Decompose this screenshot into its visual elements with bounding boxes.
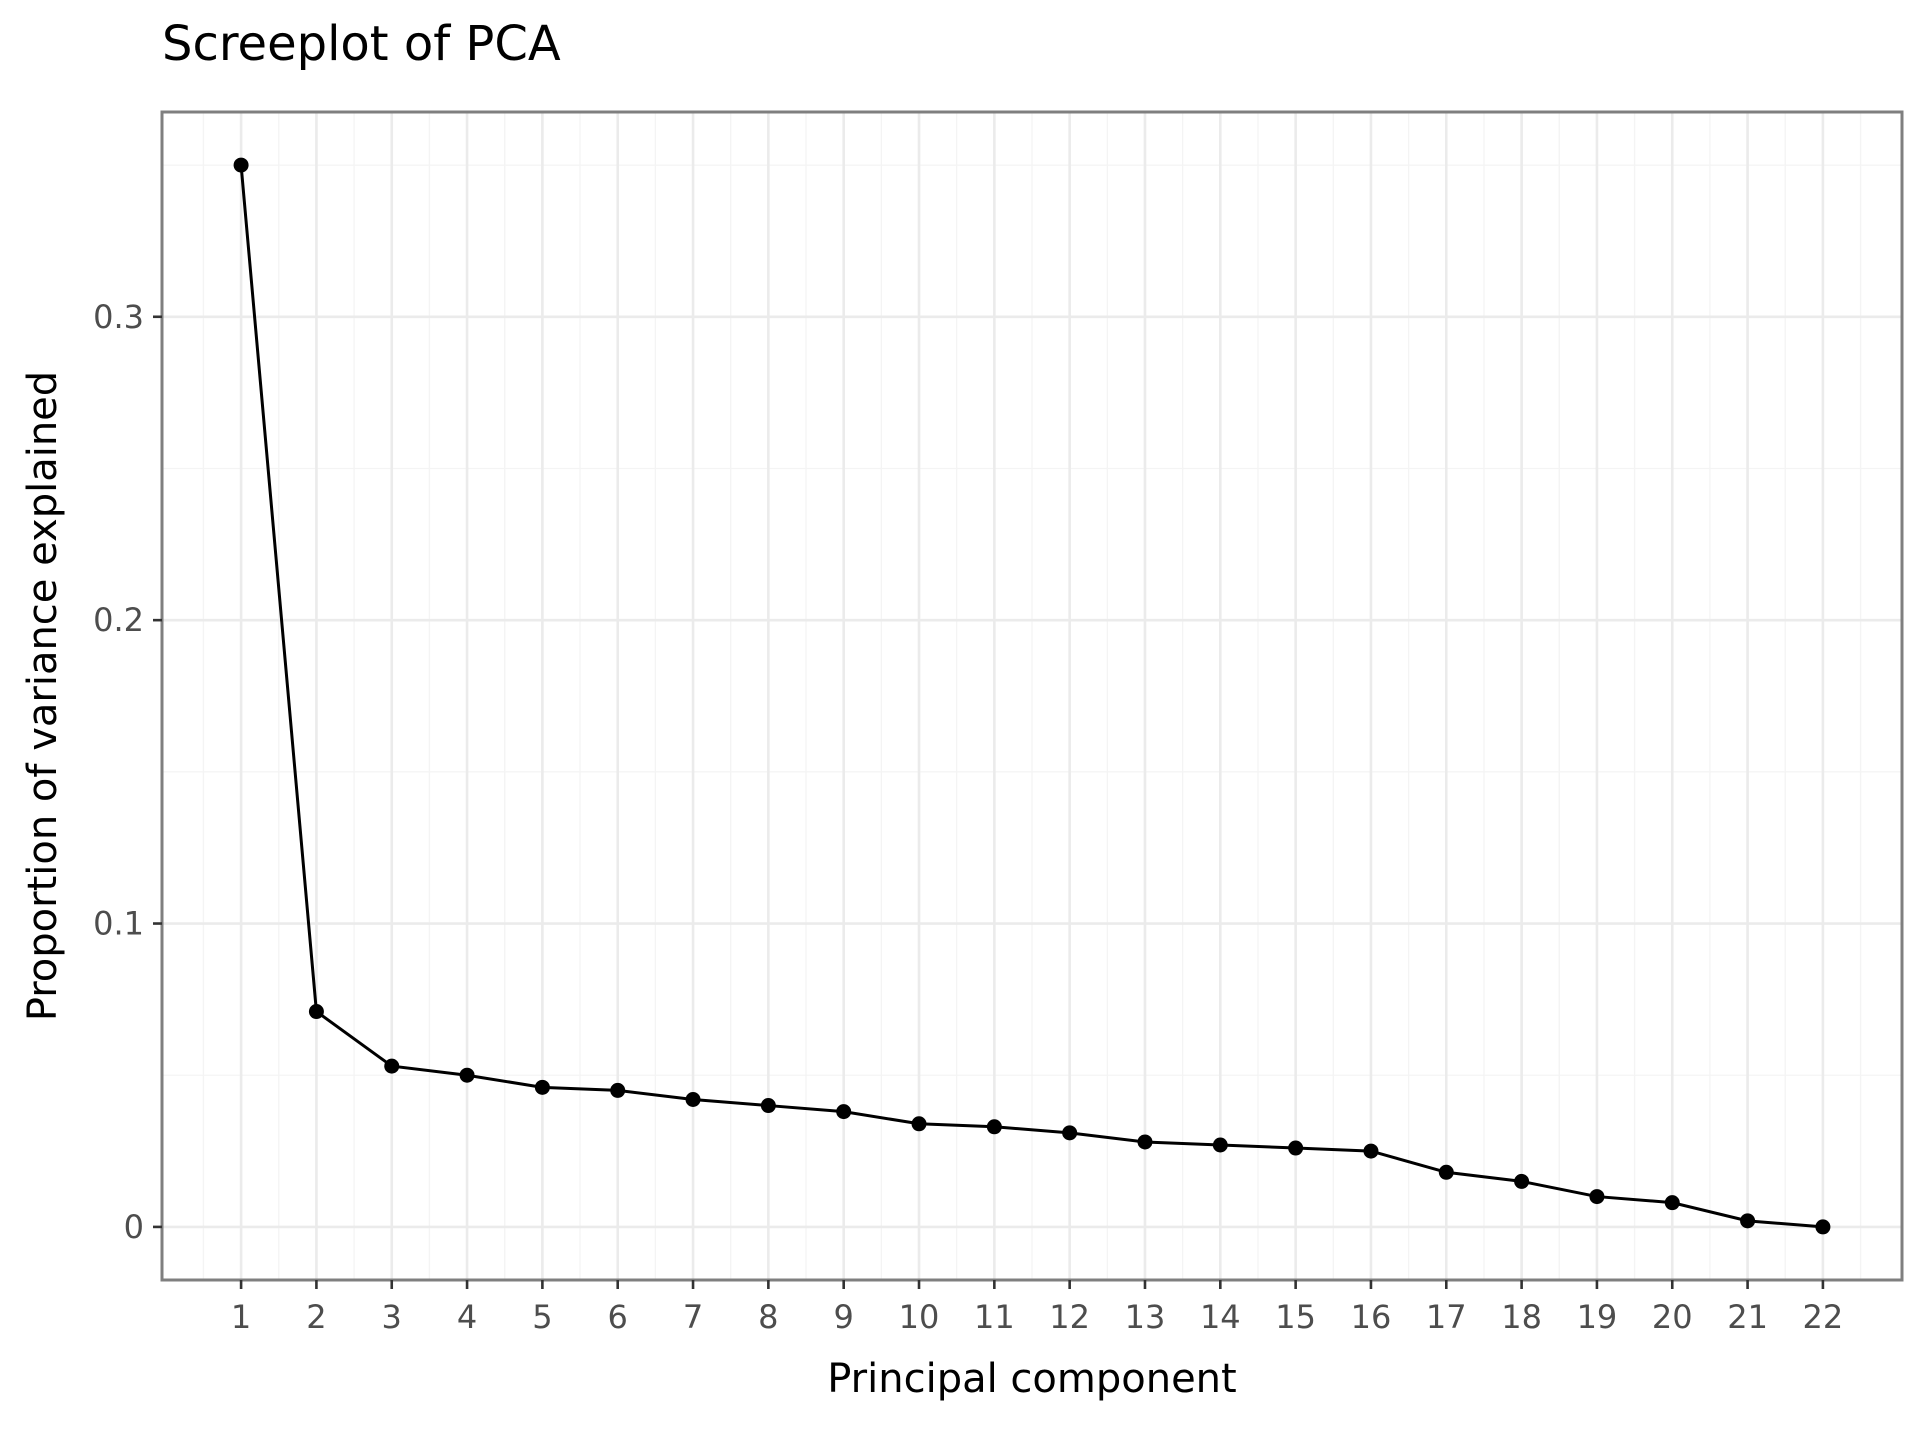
x-tick-label: 12	[1049, 1298, 1090, 1336]
data-point	[1664, 1195, 1680, 1211]
x-tick-label: 8	[758, 1298, 778, 1336]
x-tick-label: 22	[1803, 1298, 1844, 1336]
data-point	[1137, 1134, 1153, 1150]
data-point	[986, 1119, 1002, 1135]
x-tick-label: 2	[306, 1298, 326, 1336]
panel-border	[160, 110, 1904, 1282]
data-point	[233, 157, 249, 173]
data-point	[1514, 1173, 1530, 1189]
x-tick-label: 16	[1351, 1298, 1392, 1336]
x-tick-label: 6	[608, 1298, 628, 1336]
data-point	[1363, 1143, 1379, 1159]
data-point	[1740, 1213, 1756, 1229]
y-axis-ticks: 0 0.1 0.2 0.3	[93, 298, 162, 1246]
data-point	[911, 1116, 927, 1132]
x-tick-label: 10	[899, 1298, 940, 1336]
data-point	[1288, 1140, 1304, 1156]
x-tick-label: 7	[683, 1298, 703, 1336]
x-tick-label: 11	[974, 1298, 1015, 1336]
x-tick-label: 5	[532, 1298, 552, 1336]
data-point	[1438, 1164, 1454, 1180]
data-point	[459, 1067, 475, 1083]
series-variance	[233, 157, 1831, 1235]
chart-title: Screeplot of PCA	[162, 16, 561, 72]
y-tick-label: 0	[124, 1208, 144, 1246]
y-tick-label: 0.3	[93, 298, 144, 336]
x-tick-label: 15	[1275, 1298, 1316, 1336]
x-tick-label: 14	[1200, 1298, 1241, 1336]
x-axis-ticks: 1 2 3 4 5 6 7 8 9 10 11 12 13 14 15 16 17 18 19 20 21 22	[231, 1280, 1843, 1336]
y-tick-label: 0.2	[93, 601, 144, 639]
data-point	[1062, 1125, 1078, 1141]
x-tick-label: 9	[834, 1298, 854, 1336]
x-tick-label: 18	[1501, 1298, 1542, 1336]
x-tick-label: 20	[1652, 1298, 1693, 1336]
x-tick-label: 17	[1426, 1298, 1467, 1336]
y-axis-title: Proportion of variance explained	[20, 371, 66, 1021]
data-point	[1212, 1137, 1228, 1153]
x-tick-label: 4	[457, 1298, 477, 1336]
data-point	[1815, 1219, 1831, 1235]
x-tick-label: 13	[1125, 1298, 1166, 1336]
data-point	[534, 1079, 550, 1095]
x-axis-title: Principal component	[827, 1356, 1236, 1402]
x-tick-label: 3	[382, 1298, 402, 1336]
x-tick-label: 21	[1727, 1298, 1768, 1336]
x-tick-label: 19	[1577, 1298, 1618, 1336]
minor-gridlines	[162, 112, 1902, 1280]
data-point	[760, 1098, 776, 1114]
data-point	[1589, 1189, 1605, 1205]
data-point	[685, 1091, 701, 1107]
x-tick-label: 1	[231, 1298, 251, 1336]
data-point	[610, 1082, 626, 1098]
data-point	[308, 1004, 324, 1020]
data-point	[384, 1058, 400, 1074]
major-gridlines	[162, 112, 1902, 1280]
data-point	[836, 1104, 852, 1120]
y-tick-label: 0.1	[93, 905, 144, 943]
series-line	[239, 164, 1824, 1229]
